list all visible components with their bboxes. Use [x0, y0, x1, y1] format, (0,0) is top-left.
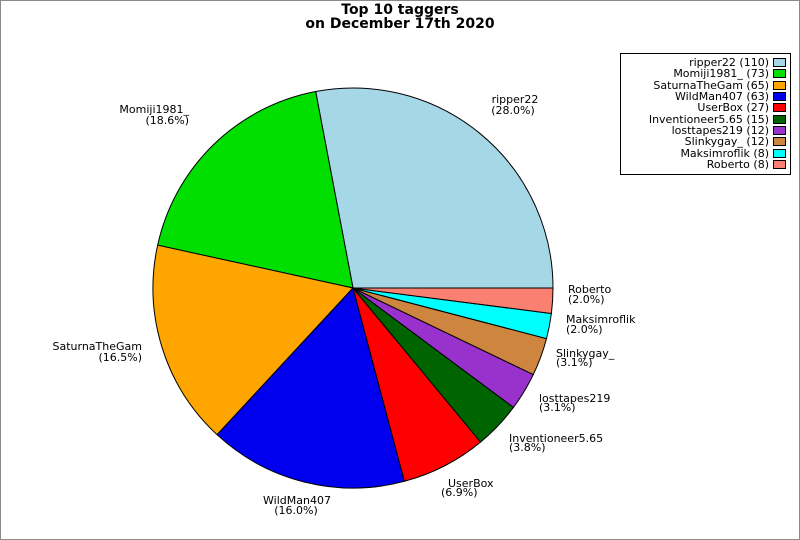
- legend-entry-Inventioneer5.65: Inventioneer5.65 (15): [625, 112, 786, 126]
- slice-label-name: Maksimroflik: [566, 313, 636, 326]
- pie-slice-ripper22: [315, 87, 554, 289]
- slice-label-percent: (3.1%): [539, 401, 576, 414]
- slice-label-percent: (2.0%): [568, 293, 605, 306]
- legend-color-swatch: [773, 125, 786, 135]
- slice-label-name: WildMan407: [263, 494, 331, 507]
- slice-label-name: Inventioneer5.65: [509, 432, 603, 445]
- legend-color-swatch: [773, 69, 786, 79]
- slice-label-percent: (16.5%): [98, 351, 142, 364]
- slice-label-percent: (2.0%): [566, 323, 603, 336]
- pie-slice-Roberto: [352, 287, 554, 315]
- chart-title: Top 10 taggers on December 17th 2020: [1, 3, 799, 31]
- legend-entry-losttapes219: losttapes219 (12): [625, 125, 786, 136]
- legend-entry-ripper22: ripper22 (110): [625, 57, 786, 68]
- pie-slice-SaturnaTheGam: [152, 244, 354, 436]
- legend-color-swatch: [773, 92, 786, 102]
- legend-entry-label: Roberto (8): [706, 157, 769, 171]
- slice-label-name: Slinkygay_: [556, 347, 615, 360]
- slice-label-percent: (6.9%): [441, 486, 478, 499]
- legend-entry-label: Momiji1981_ (73): [673, 67, 769, 81]
- slice-label-name: Momiji1981_: [119, 103, 189, 116]
- chart-title-line2: on December 17th 2020: [305, 16, 495, 32]
- legend-color-swatch: [773, 148, 786, 158]
- legend-entry-label: Slinkygay_ (12): [684, 135, 769, 149]
- legend-color-swatch: [773, 159, 786, 169]
- legend-entry-label: Inventioneer5.65 (15): [648, 112, 769, 126]
- slice-label-percent: (16.0%): [274, 504, 318, 517]
- legend-color-swatch: [773, 58, 786, 68]
- legend-entry-Maksimroflik: Maksimroflik (8): [625, 146, 786, 160]
- legend-color-swatch: [773, 137, 786, 147]
- legend-entry-Momiji1981_: Momiji1981_ (73): [625, 68, 786, 79]
- legend-color-swatch: [773, 80, 786, 90]
- slice-label-percent: (18.6%): [145, 114, 189, 127]
- chart-title-line1: Top 10 taggers: [341, 2, 459, 18]
- legend-entry-Slinkygay_: Slinkygay_ (12): [625, 136, 786, 147]
- slice-label-name: SaturnaTheGam: [53, 340, 143, 353]
- slice-label-percent: (3.8%): [509, 441, 546, 454]
- legend-entry-WildMan407: WildMan407 (63): [625, 91, 786, 102]
- pie-slice-WildMan407: [216, 286, 405, 489]
- legend-box: ripper22 (110) Momiji1981_ (73) SaturnaThe…: [620, 53, 791, 175]
- legend-entry-label: UserBox (27): [697, 101, 769, 115]
- legend-color-swatch: [773, 103, 786, 113]
- legend-entry-SaturnaTheGam: SaturnaTheGam (65): [625, 80, 786, 91]
- slice-label-name: losttapes219: [539, 392, 610, 405]
- legend-entry-label: losttapes219 (12): [671, 123, 769, 137]
- slice-label-name: Roberto: [568, 283, 611, 296]
- slice-label-name: ripper22: [492, 93, 539, 106]
- slice-label-name: UserBox: [448, 477, 494, 490]
- legend-entry-label: SaturnaTheGam (65): [653, 78, 769, 92]
- legend-entry-label: Maksimroflik (8): [680, 146, 769, 160]
- pie-slice-Momiji1981_: [157, 90, 354, 289]
- legend-color-swatch: [773, 114, 786, 124]
- legend-entry-UserBox: UserBox (27): [625, 102, 786, 113]
- slice-label-percent: (3.1%): [556, 356, 593, 369]
- legend-entry-label: ripper22 (110): [689, 56, 769, 70]
- slice-label-percent: (28.0%): [491, 104, 535, 117]
- legend-entry-label: WildMan407 (63): [674, 90, 769, 104]
- legend-entry-Roberto: Roberto (8): [625, 159, 786, 170]
